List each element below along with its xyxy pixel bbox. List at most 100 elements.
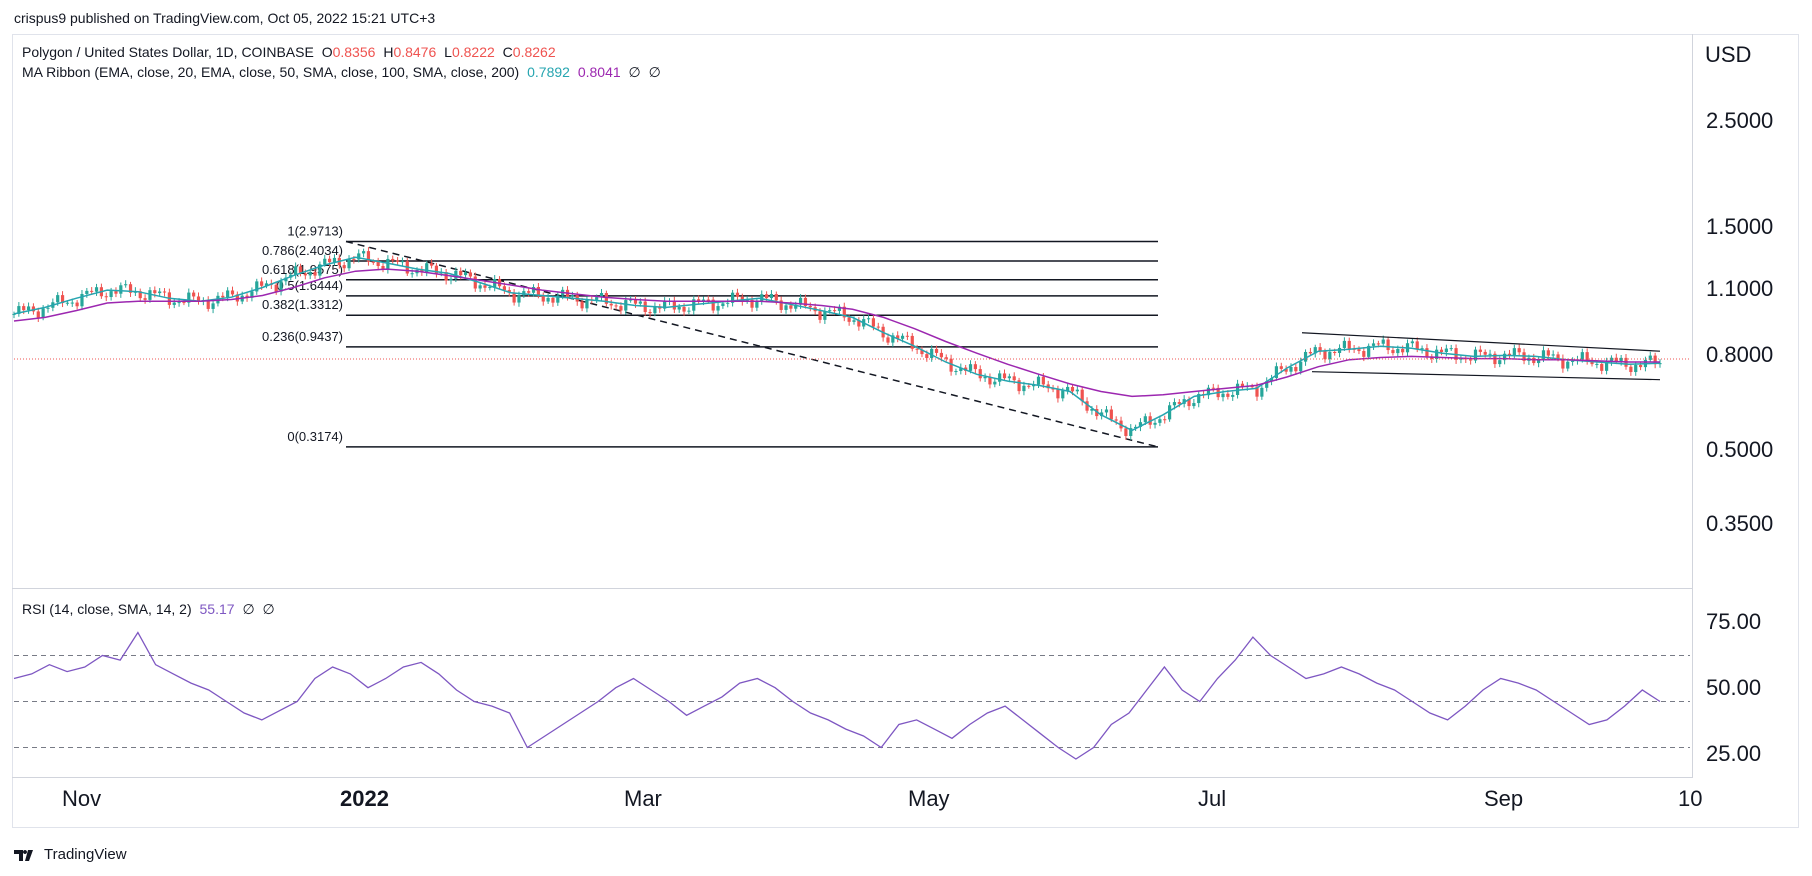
- candle-body: [663, 301, 667, 309]
- candle-body: [1240, 383, 1245, 387]
- candle-body: [1134, 426, 1138, 429]
- candle-body: [653, 306, 657, 314]
- candle-body: [352, 258, 356, 260]
- candle-body: [1541, 350, 1546, 359]
- candle-body: [857, 320, 861, 327]
- channel-lower-line: [1311, 371, 1661, 381]
- candle-body: [1381, 339, 1385, 344]
- symbol-legend[interactable]: Polygon / United States Dollar, 1D, COIN…: [22, 44, 556, 60]
- candle-body: [1566, 361, 1570, 369]
- rsi-legend[interactable]: RSI (14, close, SMA, 14, 2) 55.17 ∅ ∅: [22, 601, 275, 618]
- candle-body: [1269, 377, 1274, 382]
- candle-body: [1036, 376, 1041, 385]
- candle-body: [930, 348, 934, 358]
- candle-body: [1294, 367, 1298, 372]
- candle-body: [1080, 389, 1084, 402]
- candle-body: [614, 305, 618, 307]
- candle-body: [1197, 394, 1201, 404]
- candle-body: [672, 300, 676, 310]
- candle-body: [1260, 387, 1264, 397]
- candle-body: [905, 335, 910, 337]
- candle-body: [41, 308, 45, 318]
- candle-body: [1066, 386, 1070, 391]
- candle-body: [837, 306, 842, 311]
- candle-body: [177, 302, 181, 304]
- price-tick-label: 0.8000: [1706, 342, 1774, 367]
- candle-body: [264, 283, 269, 286]
- candle-body: [1235, 383, 1240, 395]
- candle-body: [94, 287, 99, 292]
- price-pane[interactable]: [12, 34, 1692, 589]
- time-tick-label: Jul: [1198, 786, 1227, 811]
- candle-body: [114, 291, 118, 294]
- candle-body: [284, 277, 288, 282]
- candle-body: [1444, 348, 1448, 353]
- candle-body: [1138, 422, 1143, 427]
- candle-body: [196, 296, 201, 302]
- candle-body: [1415, 341, 1419, 350]
- tradingview-brand[interactable]: TradingView: [14, 846, 127, 863]
- open-label: O: [321, 44, 333, 60]
- price-scale[interactable]: [1692, 34, 1799, 778]
- candle-body: [308, 272, 312, 276]
- candle-body: [449, 278, 453, 281]
- candle-body: [619, 306, 623, 311]
- candle-body: [536, 287, 540, 295]
- candle-body: [1192, 403, 1196, 407]
- candle-body: [609, 303, 613, 306]
- candle-body: [1600, 363, 1604, 371]
- candle-body: [1284, 368, 1288, 372]
- candle-body: [1609, 357, 1614, 362]
- candle-body: [1221, 393, 1225, 398]
- candle-body: [876, 326, 880, 328]
- candle-body: [983, 376, 987, 379]
- currency-label[interactable]: USD: [1705, 42, 1752, 67]
- candle-body: [323, 258, 327, 265]
- candle-body: [638, 301, 642, 304]
- ema-20-line: [13, 256, 1661, 432]
- candle-body: [993, 381, 997, 385]
- candle-body: [274, 284, 278, 292]
- candle-body: [998, 373, 1002, 382]
- candle-body: [1619, 357, 1623, 362]
- candle-body: [891, 335, 895, 343]
- candle-body: [1629, 366, 1633, 373]
- candle-body: [910, 335, 914, 349]
- price-tick-label: 1.5000: [1706, 214, 1774, 239]
- candle-body: [1070, 386, 1075, 392]
- ma-ribbon-legend[interactable]: MA Ribbon (EMA, close, 20, EMA, close, 5…: [22, 64, 661, 81]
- candle-body: [687, 310, 691, 312]
- candle-body: [803, 297, 808, 306]
- candle-body: [1342, 340, 1346, 348]
- candle-body: [629, 299, 633, 301]
- low-value: 0.8222: [451, 44, 495, 60]
- candle-body: [1537, 358, 1541, 364]
- rsi-label: RSI (14, close, SMA, 14, 2): [22, 601, 192, 617]
- candle-body: [546, 297, 550, 302]
- price-tick-label: 1.1000: [1706, 276, 1774, 301]
- candle-body: [468, 272, 473, 277]
- candle-body: [1158, 419, 1162, 423]
- candle-body: [1231, 394, 1235, 397]
- candle-body: [1206, 387, 1211, 396]
- open-value: 0.8356: [332, 44, 376, 60]
- ma-50-line: [13, 268, 1660, 398]
- candle-body: [556, 295, 560, 303]
- candle-body: [1274, 366, 1279, 378]
- candle-body: [1386, 339, 1390, 351]
- candle-body: [740, 296, 744, 302]
- candle-body: [570, 295, 574, 297]
- candle-body: [1308, 351, 1313, 354]
- candle-body: [789, 305, 793, 309]
- candle-body: [1634, 365, 1638, 373]
- candle-body: [1090, 409, 1094, 411]
- fib-level-label: 0.5(1.6444): [277, 278, 344, 293]
- candle-body: [832, 310, 837, 312]
- candle-body: [478, 285, 482, 289]
- candle-body: [823, 311, 827, 320]
- candle-body: [517, 295, 521, 303]
- time-tick-label: Sep: [1484, 786, 1524, 811]
- rsi-pane[interactable]: [12, 590, 1692, 778]
- rsi-tick-label: 25.00: [1706, 741, 1762, 766]
- time-tick-label: May: [908, 786, 950, 811]
